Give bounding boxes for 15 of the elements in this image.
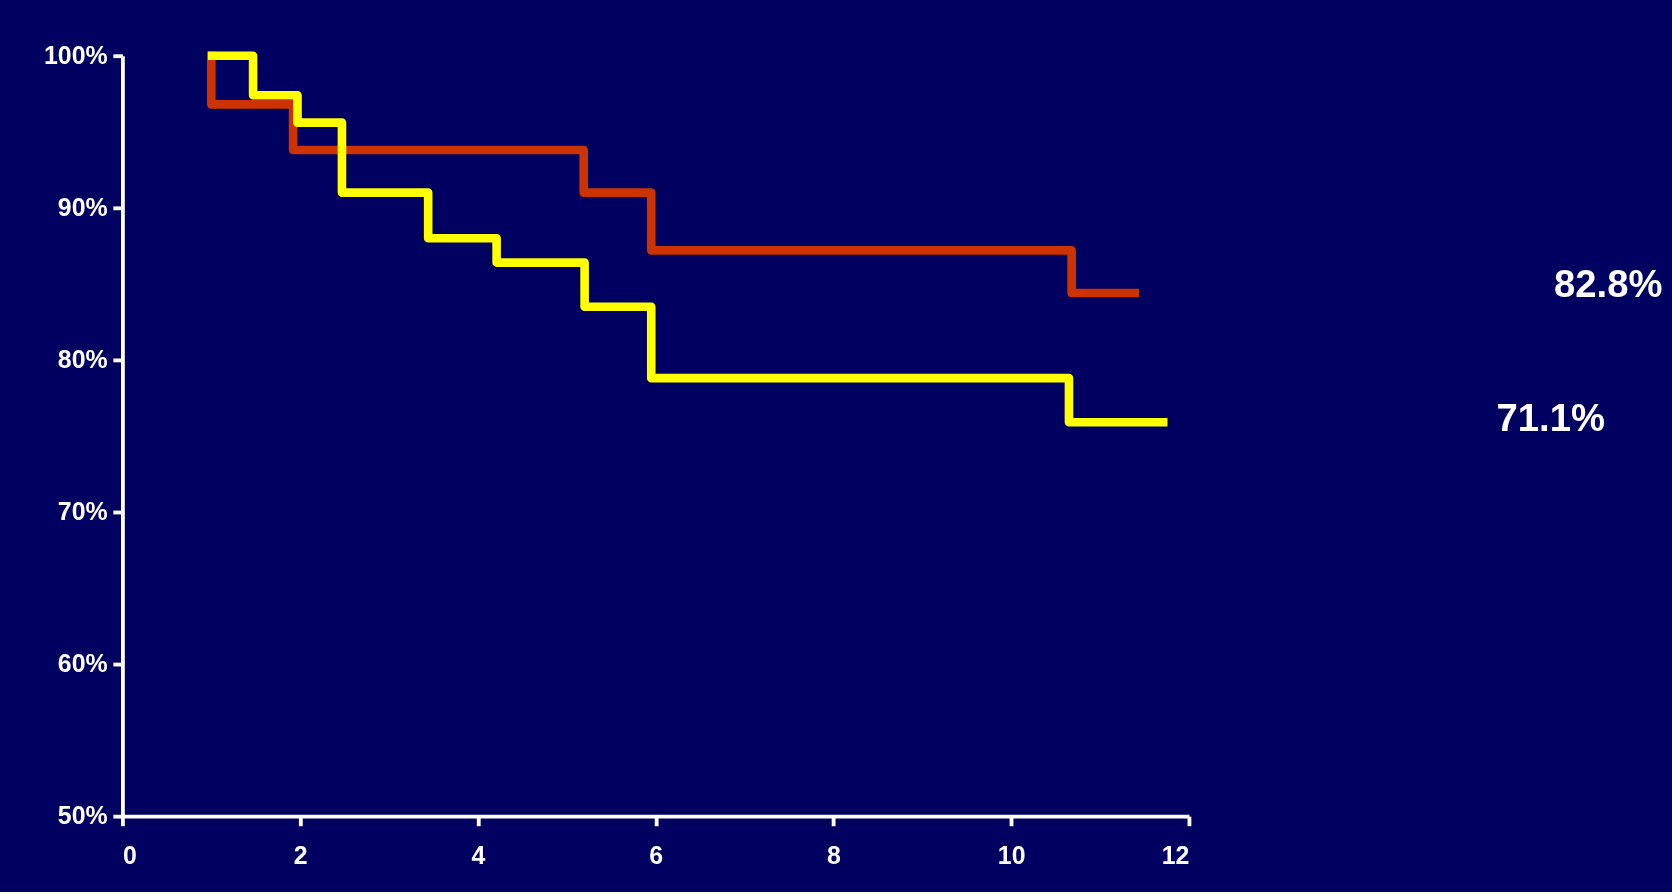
y-tick-label: 50% — [57, 801, 108, 830]
y-tick-label: 90% — [57, 192, 108, 221]
x-tick-label: 12 — [1161, 840, 1190, 869]
text: 71.1% — [1496, 395, 1606, 439]
x-tick-label: 10 — [997, 840, 1026, 869]
y-tick-label: 70% — [57, 497, 108, 526]
x-tick-label: 0 — [122, 840, 137, 869]
text: 82.8% — [1553, 261, 1663, 305]
x-tick-label: 6 — [649, 840, 664, 869]
x-tick-label: 8 — [827, 840, 842, 869]
x-tick-label: 4 — [471, 840, 486, 869]
y-tick-label: 80% — [57, 345, 108, 374]
x-tick-label: 2 — [293, 840, 308, 869]
y-tick-label: 100% — [44, 40, 108, 69]
y-tick-label: 60% — [57, 649, 108, 678]
